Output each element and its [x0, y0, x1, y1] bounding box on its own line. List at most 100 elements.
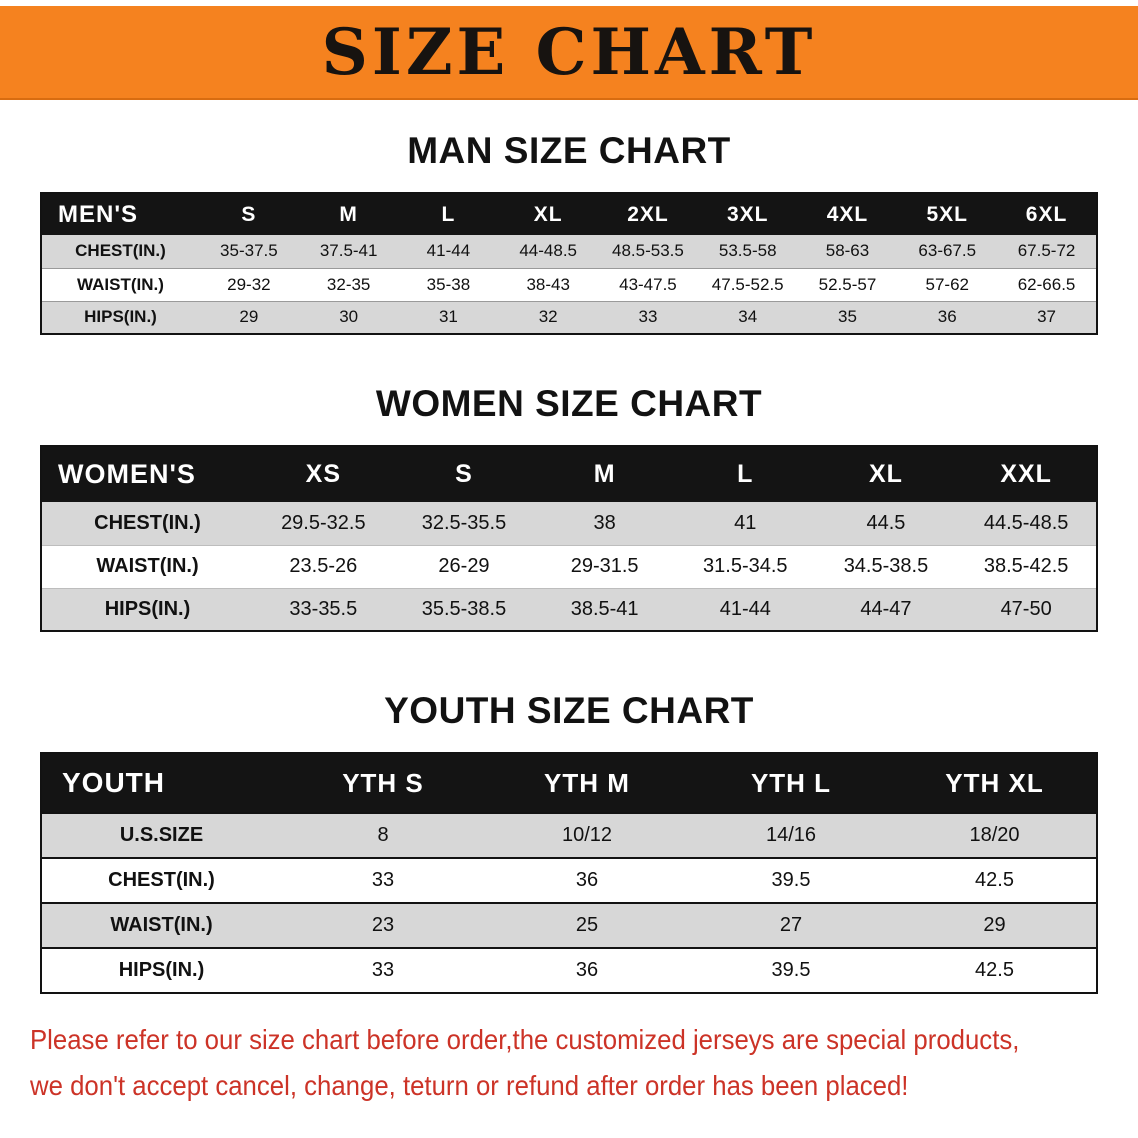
youth-size-chart-heading: YOUTH SIZE CHART	[384, 690, 754, 731]
table-cell: 35	[838, 307, 857, 327]
row-label: WAIST(IN.)	[96, 555, 199, 577]
row-label: WAIST(IN.)	[110, 914, 213, 936]
table-cell: 18/20	[969, 824, 1020, 846]
table-cell: 42.5	[975, 869, 1014, 891]
table-cell: 36	[575, 959, 599, 981]
table-cell: 36	[937, 307, 957, 327]
table-cell: 41-44	[719, 597, 771, 620]
size-column-header: YTH M	[544, 767, 630, 798]
row-label: HIPS(IN.)	[118, 959, 205, 981]
row-label: U.S.SIZE	[119, 824, 204, 846]
table-row: CHEST(IN.) 35-37.5 37.5-41 41-44 44-48.5 48.5…	[41, 235, 1097, 268]
table-cell: 26-29	[438, 555, 490, 577]
table-cell: 23	[371, 914, 395, 936]
women-size-table: WOMEN'S XS S M L XL XXL CHEST(IN.) 29.5-32.5 32.…	[40, 445, 1098, 632]
size-column-header: S	[455, 460, 473, 488]
size-column-header: XL	[533, 202, 563, 226]
row-label: WAIST(IN.)	[77, 274, 164, 294]
table-row: WAIST(IN.) 23 25 27 29	[41, 903, 1097, 948]
table-cell: 34	[738, 307, 758, 327]
table-cell: 35.5-38.5	[421, 597, 507, 620]
table-cell: 52.5-57	[818, 274, 877, 294]
table-cell: 39.5	[771, 869, 811, 891]
table-cell: 57-62	[925, 274, 969, 294]
women-size-chart-heading: WOMEN SIZE CHART	[375, 383, 763, 424]
table-cell: 47-50	[1000, 597, 1052, 620]
size-column-header: 5XL	[926, 202, 968, 226]
disclaimer-line-2: we don't accept cancel, change, teturn o…	[30, 1070, 909, 1102]
size-column-header: YTH XL	[945, 767, 1044, 798]
table-cell: 29.5-32.5	[281, 511, 366, 534]
table-cell: 47.5-52.5	[711, 274, 784, 294]
table-cell: 32.5-35.5	[421, 511, 507, 534]
table-cell: 27	[779, 914, 803, 936]
row-label: CHEST(IN.)	[94, 511, 201, 534]
table-header-row: YOUTH YTH S YTH M YTH L YTH XL	[41, 753, 1097, 813]
size-column-header: YTH L	[750, 767, 832, 798]
size-column-header: M	[339, 202, 358, 226]
size-chart-banner: SIZE CHART	[0, 6, 1138, 100]
table-cell: 35-37.5	[220, 241, 278, 261]
table-cell: 41-44	[426, 241, 471, 261]
row-label: HIPS(IN.)	[84, 307, 157, 327]
table-cell: 37.5-41	[319, 241, 378, 261]
table-row: HIPS(IN.) 33-35.5 35.5-38.5 38.5-41 41-44 44-…	[41, 588, 1097, 631]
table-cell: 35-38	[426, 274, 471, 294]
size-column-header: XS	[305, 460, 341, 488]
table-row: WAIST(IN.) 23.5-26 26-29 29-31.5 31.5-34.5 34…	[41, 545, 1097, 588]
table-cell: 38.5-42.5	[983, 555, 1069, 577]
table-cell: 44.5	[866, 511, 906, 534]
table-cell: 25	[575, 914, 599, 936]
table-cell: 10/12	[561, 824, 613, 846]
table-header-row: WOMEN'S XS S M L XL XXL	[41, 446, 1097, 502]
table-cell: 33	[371, 869, 395, 891]
table-row: HIPS(IN.) 33 36 39.5 42.5	[41, 948, 1097, 993]
size-column-header: M	[593, 460, 616, 488]
row-label: CHEST(IN.)	[75, 241, 166, 261]
size-column-header: XXL	[1000, 460, 1052, 488]
table-header-row: MEN'S S M L XL 2XL 3XL 4XL 5XL 6XL	[41, 193, 1097, 235]
size-column-header: XL	[868, 460, 903, 488]
table-cell: 38	[593, 511, 616, 534]
disclaimer-line-1: Please refer to our size chart before or…	[30, 1024, 1020, 1055]
table-cell: 36	[575, 869, 599, 891]
table-cell: 38.5-41	[570, 597, 639, 620]
men-size-table: MEN'S S M L XL 2XL 3XL 4XL 5XL 6XL CHEST(IN.) 35-3…	[40, 192, 1098, 335]
size-column-header: L	[441, 202, 456, 226]
table-row: U.S.SIZE 8 10/12 14/16 18/20	[41, 813, 1097, 858]
table-cell: 31	[438, 307, 458, 327]
table-cell: 37	[1037, 307, 1057, 327]
row-label: HIPS(IN.)	[104, 597, 191, 620]
size-column-header: 4XL	[826, 202, 869, 226]
table-row: WAIST(IN.) 29-32 32-35 35-38 38-43 43-47.5 47.…	[41, 268, 1097, 301]
youth-size-chart-section: YOUTH SIZE CHART YOUTH YTH S YTH M YTH L YTH…	[0, 632, 1138, 994]
size-column-header: 3XL	[726, 202, 769, 226]
table-row: HIPS(IN.) 29 30 31 32 33 34 35 36 37	[41, 301, 1097, 334]
table-cell: 32	[538, 307, 558, 327]
man-size-chart-heading: MAN SIZE CHART	[407, 130, 731, 171]
table-cell: 33	[638, 307, 658, 327]
table-cell: 67.5-72	[1017, 241, 1076, 261]
table-cell: 62-66.5	[1017, 274, 1076, 294]
table-cell: 29	[239, 307, 259, 327]
table-cell: 44-47	[860, 597, 912, 620]
table-cell: 30	[339, 307, 359, 327]
size-column-header: L	[737, 460, 754, 488]
table-cell: 34.5-38.5	[843, 555, 929, 577]
size-column-header: YTH S	[342, 767, 424, 798]
table-cell: 8	[377, 824, 389, 846]
table-cell: 33-35.5	[289, 597, 358, 620]
table-cell: 31.5-34.5	[703, 555, 788, 577]
table-corner-label: MEN'S	[58, 200, 139, 228]
women-size-chart-section: WOMEN SIZE CHART WOMEN'S XS S M L XL XXL CHEST…	[0, 335, 1138, 632]
size-column-header: 6XL	[1025, 202, 1068, 226]
table-cell: 48.5-53.5	[612, 241, 684, 261]
youth-size-table: YOUTH YTH S YTH M YTH L YTH XL U.S.SIZE 8 10/1…	[40, 752, 1098, 994]
row-label: CHEST(IN.)	[108, 869, 215, 891]
size-column-header: 2XL	[627, 202, 669, 226]
table-cell: 29-32	[227, 274, 271, 294]
table-cell: 14/16	[765, 824, 817, 846]
table-cell: 42.5	[975, 959, 1014, 981]
man-size-chart-section: MAN SIZE CHART MEN'S S M L XL 2XL 3XL 4XL 5XL 6XL…	[0, 100, 1138, 335]
table-cell: 44.5-48.5	[983, 511, 1069, 534]
